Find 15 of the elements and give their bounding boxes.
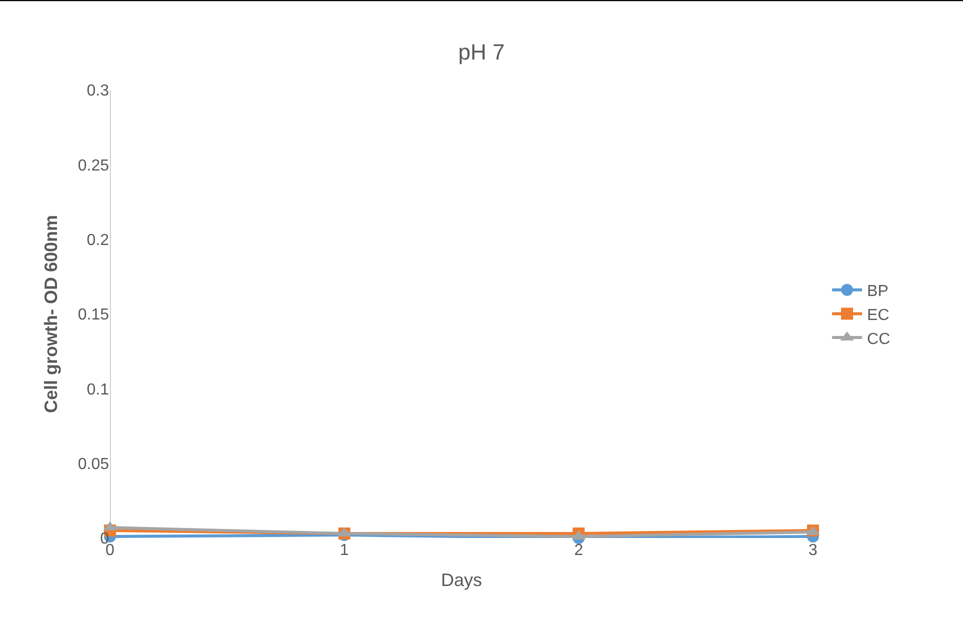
y-tick-label: 0.15 [78,306,110,324]
legend-label: EC [867,306,890,324]
y-tick-label: 0.3 [86,82,110,100]
y-tick-label: 0.25 [78,157,110,174]
legend-label: BP [867,283,888,300]
x-tick-label: 3 [808,542,818,559]
y-tick-label: 0.2 [86,232,110,249]
legend-label: CC [867,330,890,348]
y-tick-label: 0.1 [86,381,110,398]
y-axis-title: Cell growth- OD 600nm [41,214,62,414]
x-tick-label: 1 [340,542,349,559]
y-tick-label: 0.05 [78,456,110,473]
chart-title: pH 7 [458,39,505,64]
x-axis-title: Days [440,570,482,590]
x-tick-label: 2 [574,542,584,559]
